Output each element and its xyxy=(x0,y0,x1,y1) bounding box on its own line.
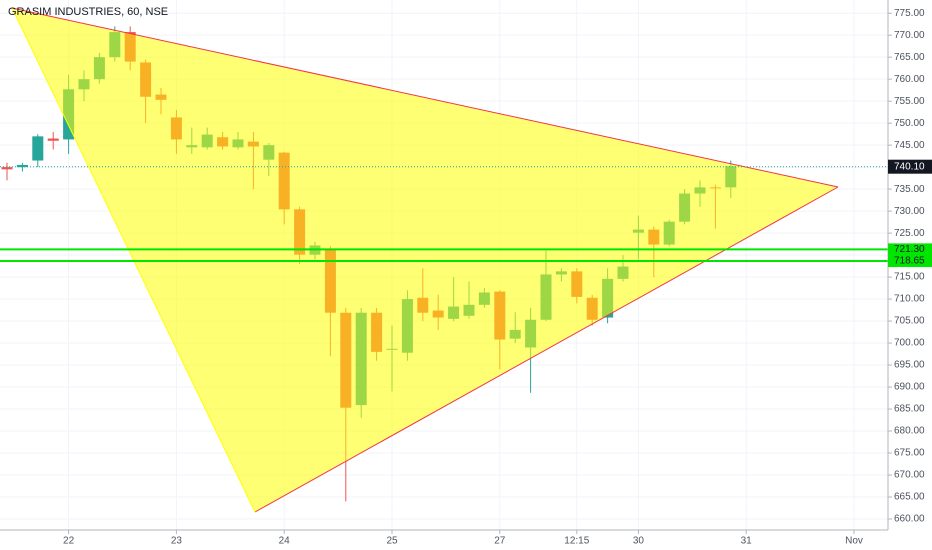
y-tick-label: 745.00 xyxy=(894,140,925,151)
price-label-box xyxy=(888,255,932,268)
y-tick-label: 695.00 xyxy=(894,360,925,371)
price-label: 718.65 xyxy=(894,256,925,267)
y-tick-label: 685.00 xyxy=(894,404,925,415)
y-tick-label: 700.00 xyxy=(894,338,925,349)
chart-title: GRASIM INDUSTRIES, 60, NSE xyxy=(8,6,168,18)
x-tick-label: 27 xyxy=(494,536,506,547)
candle-body xyxy=(47,138,59,141)
y-tick-label: 710.00 xyxy=(894,294,925,305)
x-tick-label: Nov xyxy=(845,536,863,547)
y-tick-label: 770.00 xyxy=(894,30,925,41)
triangle-left-edge xyxy=(11,7,256,513)
y-tick-label: 665.00 xyxy=(894,492,925,503)
candle-body xyxy=(16,164,28,168)
x-tick-label: 23 xyxy=(171,536,183,547)
y-tick-label: 690.00 xyxy=(894,382,925,393)
y-tick-label: 725.00 xyxy=(894,228,925,239)
x-tick-label: 30 xyxy=(633,536,645,547)
x-tick-label: 31 xyxy=(741,536,753,547)
y-tick-label: 660.00 xyxy=(894,514,925,525)
y-tick-label: 750.00 xyxy=(894,118,925,129)
y-tick-label: 735.00 xyxy=(894,184,925,195)
candle-body xyxy=(1,167,13,170)
last-price-label: 740.10 xyxy=(894,161,925,172)
y-tick-label: 675.00 xyxy=(894,448,925,459)
x-tick-label: 22 xyxy=(63,536,75,547)
x-tick-label: 12:15 xyxy=(564,536,589,547)
y-tick-label: 715.00 xyxy=(894,272,925,283)
y-tick-label: 765.00 xyxy=(894,52,925,63)
overlay xyxy=(0,166,932,263)
x-tick-label: 25 xyxy=(386,536,398,547)
y-tick-label: 760.00 xyxy=(894,74,925,85)
y-tick-label: 705.00 xyxy=(894,316,925,327)
y-tick-label: 670.00 xyxy=(894,470,925,481)
triangle-lower-edge xyxy=(254,186,839,513)
y-tick-label: 730.00 xyxy=(894,206,925,217)
price-axis-panel xyxy=(888,0,932,550)
y-tick-label: 755.00 xyxy=(894,96,925,107)
triangle-upper-edge xyxy=(11,7,839,188)
triangle-drawing xyxy=(12,8,838,512)
candle-body xyxy=(32,136,44,161)
y-tick-label: 775.00 xyxy=(894,8,925,19)
axes: 660.00 665.00 670.00 675.00 680.00 685.00 690.… xyxy=(63,8,925,547)
price-label-box xyxy=(888,243,932,256)
x-tick-label: 24 xyxy=(279,536,291,547)
y-tick-label: 680.00 xyxy=(894,426,925,437)
price-label: 721.30 xyxy=(894,244,925,255)
last-price-box xyxy=(888,159,932,174)
